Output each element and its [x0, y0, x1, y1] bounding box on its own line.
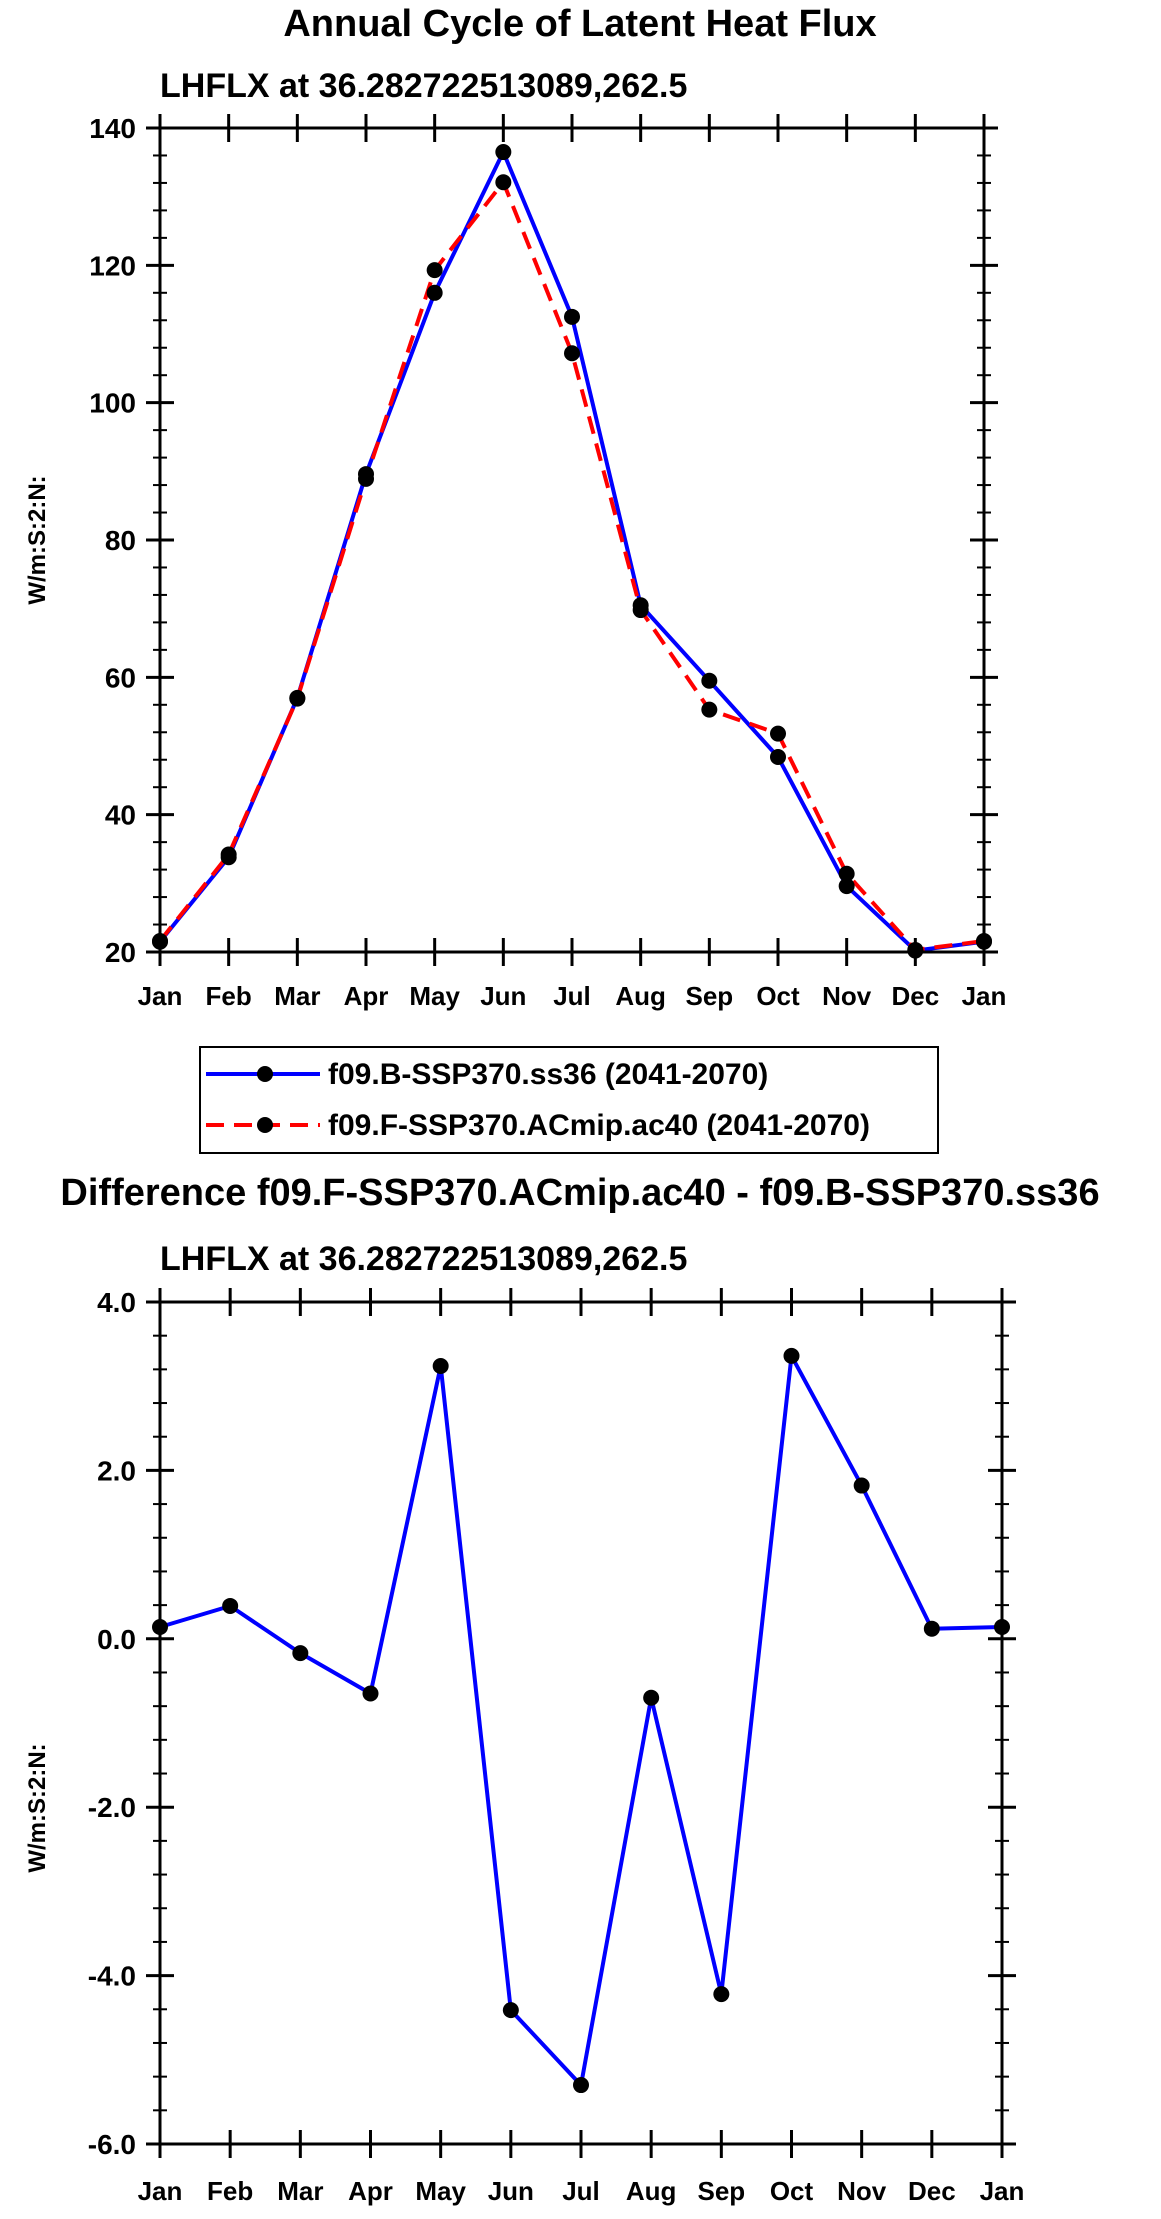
x-tick-label: Aug [626, 2176, 677, 2206]
data-point-series-2 [838, 865, 855, 882]
data-point-series-2 [358, 470, 374, 487]
data-point-series-2 [770, 725, 786, 742]
data-point-series-1 [643, 1689, 660, 1706]
x-tick-label: Sep [685, 981, 733, 1011]
x-tick-label: May [415, 2176, 466, 2206]
chart1-legend: f09.B-SSP370.ss36 (2041-2070) f09.F-SSP3… [199, 1046, 939, 1154]
data-point-series-1 [292, 1645, 309, 1662]
x-tick-label: Mar [277, 2176, 323, 2206]
data-point-series-1 [701, 672, 718, 689]
difference-chart: Difference f09.F-SSP370.ACmip.ac40 - f09… [24, 1172, 1100, 2206]
x-tick-label: Jan [138, 2176, 183, 2206]
legend-label-series-2: f09.F-SSP370.ACmip.ac40 (2041-2070) [328, 1109, 870, 1142]
data-point-series-1 [770, 748, 786, 765]
data-point-series-2 [907, 941, 924, 958]
chart2-subtitle: LHFLX at 36.282722513089,262.5 [160, 1240, 687, 1278]
chart2-title: Difference f09.F-SSP370.ACmip.ac40 - f09… [60, 1172, 1099, 1214]
y-tick-label: -4.0 [88, 1961, 136, 1992]
data-point-series-1 [426, 284, 443, 301]
chart2-plot-frame [158, 1300, 1004, 2146]
y-tick-label: 80 [105, 525, 136, 556]
data-point-series-2 [632, 602, 649, 619]
x-tick-label: Jun [480, 981, 526, 1011]
x-tick-label: Jan [980, 2176, 1025, 2206]
data-point-series-1 [495, 144, 512, 161]
data-point-series-2 [289, 690, 306, 707]
chart1-subtitle: LHFLX at 36.282722513089,262.5 [160, 67, 687, 105]
y-tick-label: 140 [89, 113, 136, 144]
annual-cycle-chart: Annual Cycle of Latent Heat Flux LHFLX a… [24, 3, 1006, 1011]
y-tick-label: 2.0 [97, 1455, 136, 1486]
legend-marker-series-1 [257, 1066, 273, 1082]
y-tick-label: -2.0 [88, 1792, 136, 1823]
chart1-title: Annual Cycle of Latent Heat Flux [283, 3, 876, 45]
x-tick-label: Dec [891, 981, 939, 1011]
data-point-series-1 [713, 1986, 730, 2003]
x-tick-label: Nov [837, 2176, 887, 2206]
legend-label-series-1: f09.B-SSP370.ss36 (2041-2070) [328, 1058, 768, 1091]
data-point-series-1 [783, 1347, 800, 1364]
chart2-y-axis-label: W/m:S:2:N: [24, 1743, 51, 1872]
data-point-series-2 [220, 846, 237, 863]
x-tick-label: Sep [697, 2176, 745, 2206]
chart1-y-axis-label: W/m:S:2:N: [24, 475, 51, 604]
data-point-series-1 [432, 1357, 449, 1374]
data-point-series-2 [495, 174, 512, 191]
y-tick-label: 40 [105, 800, 136, 831]
y-tick-label: 100 [89, 388, 136, 419]
data-point-series-1 [923, 1620, 940, 1637]
x-tick-label: Mar [274, 981, 320, 1011]
x-tick-label: Jul [553, 981, 591, 1011]
x-tick-label: Apr [344, 981, 389, 1011]
data-point-series-1 [573, 2077, 589, 2094]
y-tick-label: 60 [105, 662, 136, 693]
x-tick-label: Feb [206, 981, 252, 1011]
legend-box [199, 1046, 939, 1154]
y-tick-label: -6.0 [88, 2129, 136, 2160]
x-tick-label: May [409, 981, 460, 1011]
chart1-plot-frame [158, 126, 986, 954]
data-point-series-1 [564, 308, 580, 325]
data-point-series-1 [362, 1685, 379, 1702]
x-tick-label: Oct [756, 981, 800, 1011]
x-tick-label: Jan [962, 981, 1007, 1011]
x-tick-label: Feb [207, 2176, 253, 2206]
legend-marker-series-2 [257, 1117, 273, 1133]
data-point-series-2 [564, 345, 580, 362]
x-tick-label: Nov [822, 981, 872, 1011]
data-point-series-1 [222, 1597, 239, 1614]
data-point-series-1 [838, 878, 855, 895]
y-tick-label: 4.0 [97, 1287, 136, 1318]
x-tick-label: Oct [770, 2176, 814, 2206]
y-tick-label: 20 [105, 937, 136, 968]
x-tick-label: Dec [908, 2176, 956, 2206]
x-tick-label: Aug [615, 981, 666, 1011]
x-tick-label: Jun [488, 2176, 534, 2206]
x-tick-label: Apr [348, 2176, 393, 2206]
x-tick-label: Jan [138, 981, 183, 1011]
data-point-series-2 [426, 262, 443, 279]
y-tick-label: 120 [89, 250, 136, 281]
y-tick-label: 0.0 [97, 1624, 136, 1655]
data-point-series-1 [502, 2002, 519, 2019]
data-point-series-2 [701, 701, 718, 718]
x-tick-label: Jul [562, 2176, 600, 2206]
data-point-series-1 [853, 1477, 870, 1494]
